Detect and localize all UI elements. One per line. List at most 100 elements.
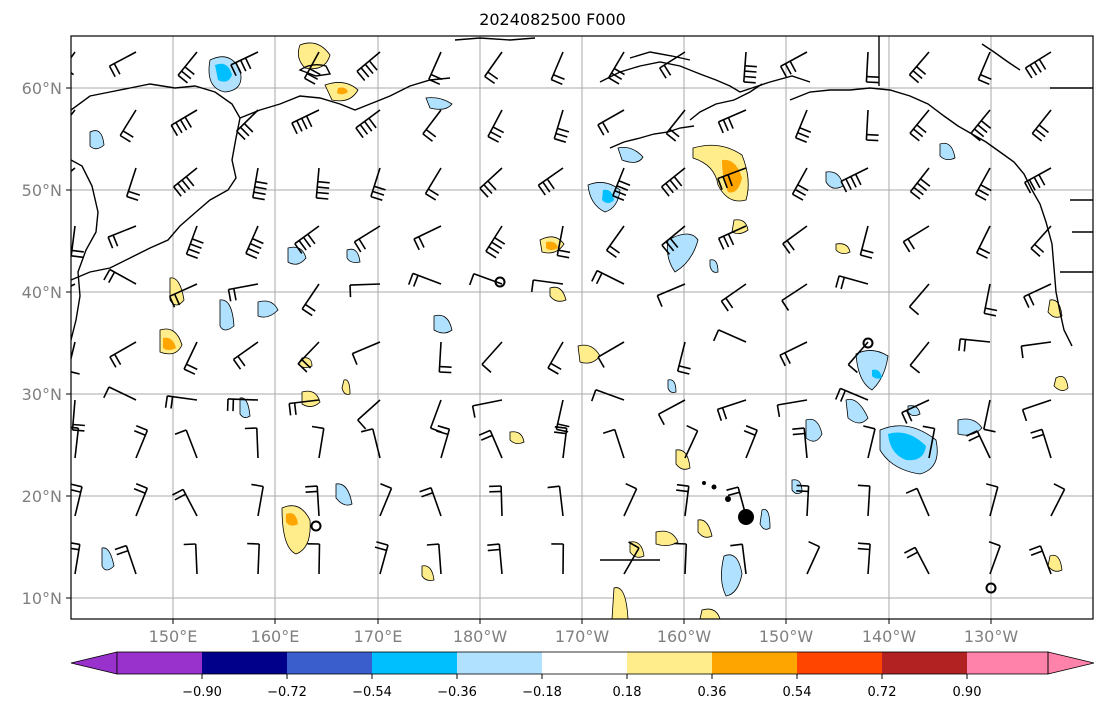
wind-barb-shaft [487,109,503,137]
wind-barb-feather [557,254,570,259]
wind-barb-shaft [316,486,320,517]
wind-barb-feather [1030,428,1043,434]
lon-label-150w: 150°W [759,627,814,646]
wind-barb-shaft [318,543,321,575]
wind-barb-feather [1053,483,1065,491]
wind-barb-feather [103,269,111,281]
wind-barb-feather [779,65,788,78]
lat-label-20n: 20°N [22,487,62,506]
wind-barb-shaft [472,399,503,407]
wind-barb-feather [676,489,689,493]
wind-barb-shaft [194,543,198,575]
wind-barb-feather [356,70,366,82]
wind-barb-feather [245,252,258,260]
wind-barb-feather [1038,58,1047,70]
wind-barb-feather [916,124,927,134]
wind-barb-feather [252,237,264,245]
wind-barb-shaft [1021,341,1052,347]
wind-barb-feather [305,115,313,128]
wind-barb-shaft [558,486,564,517]
wind-barb-feather [909,364,921,374]
wind-barb-shaft [256,427,259,459]
wind-barb-feather [866,75,879,78]
wind-barb-feather [840,180,848,193]
wind-barb-feather [906,551,918,559]
wind-barb-shaft [847,341,869,366]
wind-barb-feather [792,193,804,201]
shaded-field [89,42,1069,619]
wind-barb-feather [901,412,908,424]
wind-barb-feather [301,308,313,317]
wind-barb-feather [727,233,735,246]
wind-barb-feather [601,121,610,133]
wind-barbs [60,51,1066,575]
wind-barb-feather [797,184,809,192]
wind-barb-feather [300,117,308,130]
wind-barb-shaft [665,109,686,134]
wind-barb-feather [1024,67,1033,79]
wind-barb-feather [227,289,232,302]
wind-barb-feather [244,427,257,430]
wind-barb-feather [597,124,605,136]
wind-barb-feather [317,180,330,184]
wind-barb-feather [237,355,246,367]
wind-barb-feather [902,241,911,253]
lon-label-150e: 150°E [149,627,198,646]
wind-barb-feather [786,240,795,251]
wind-barb-shaft [623,547,640,575]
wind-barb-feather [487,180,497,191]
wind-barb-feather [430,73,443,81]
wind-barb-feather [355,127,364,139]
wind-barb-feather [71,426,79,429]
lat-label-10n: 10°N [22,589,62,608]
wind-barb-shaft [656,283,686,297]
wind-barb-feather [412,275,419,287]
wind-barb-feather [60,129,69,137]
wind-barb-feather [373,185,386,191]
wind-barb-feather [71,371,80,375]
wind-barb-feather [988,540,1001,547]
wind-barb-feather [232,358,242,370]
wind-barb-feather [912,70,923,80]
wind-barb-shaft [233,341,259,361]
wind-barb-feather [618,180,631,187]
wind-barb-feather [973,128,985,138]
wind-barb-feather [1023,296,1030,308]
wind-barb-feather [542,181,551,193]
wind-barb-feather [113,63,121,75]
wind-barb-feather [980,120,992,129]
wind-barb-shaft [781,283,808,302]
wind-barb-shaft [479,167,503,189]
colorbar-tick-label: −0.18 [522,685,562,700]
wind-barb-feather [616,185,629,192]
wind-barb-shaft [916,488,930,517]
wind-barb-feather [380,482,392,490]
wind-barb-feather [374,546,387,552]
wind-barb-feather [722,119,729,132]
wind-barb-feather [590,389,597,402]
wind-barb-feather [614,190,627,197]
wind-barb-shaft [379,487,393,517]
wind-barb-feather [177,182,187,194]
wind-barb-feather [426,543,439,546]
wind-barb-shaft [379,544,389,575]
wind-barb-feather [863,425,876,430]
wind-barb-feather [727,174,733,187]
wind-barb-feather [184,116,192,128]
wind-barb-feather [958,338,961,351]
wind-barb-shaft [125,167,137,197]
wind-barb-shaft [717,167,747,180]
wind-barb-feather [177,74,189,84]
wind-barb-feather [190,243,202,249]
wind-barb-feather [1034,61,1042,73]
wind-barb-shaft [806,485,810,517]
wind-barb-shaft [74,428,80,459]
wind-barb-feather [487,543,500,546]
wind-barb-feather [970,132,981,142]
wind-barb-feather [546,178,555,190]
wind-barb-shaft [349,283,381,286]
wind-barb-feather [608,77,620,85]
wind-barb-shaft [555,399,564,430]
lon-label-160w: 160°W [657,627,712,646]
